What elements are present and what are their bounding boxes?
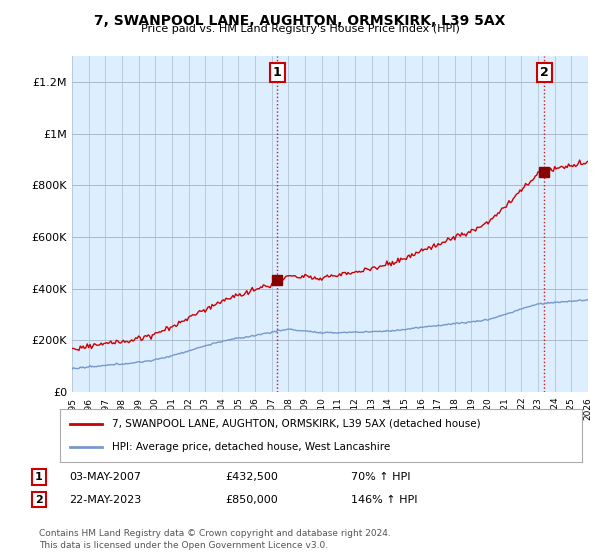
Text: 2: 2 [35, 494, 43, 505]
Text: HPI: Average price, detached house, West Lancashire: HPI: Average price, detached house, West… [112, 442, 391, 452]
Text: 146% ↑ HPI: 146% ↑ HPI [351, 494, 418, 505]
Text: 1: 1 [273, 66, 281, 79]
Text: 7, SWANPOOL LANE, AUGHTON, ORMSKIRK, L39 5AX (detached house): 7, SWANPOOL LANE, AUGHTON, ORMSKIRK, L39… [112, 419, 481, 429]
Text: 03-MAY-2007: 03-MAY-2007 [69, 472, 141, 482]
Text: Contains HM Land Registry data © Crown copyright and database right 2024.
This d: Contains HM Land Registry data © Crown c… [39, 529, 391, 550]
Text: Price paid vs. HM Land Registry's House Price Index (HPI): Price paid vs. HM Land Registry's House … [140, 24, 460, 34]
Text: £432,500: £432,500 [225, 472, 278, 482]
Text: 7, SWANPOOL LANE, AUGHTON, ORMSKIRK, L39 5AX: 7, SWANPOOL LANE, AUGHTON, ORMSKIRK, L39… [94, 14, 506, 28]
Text: 2: 2 [540, 66, 548, 79]
Text: 22-MAY-2023: 22-MAY-2023 [69, 494, 141, 505]
Text: £850,000: £850,000 [225, 494, 278, 505]
Text: 1: 1 [35, 472, 43, 482]
Text: 70% ↑ HPI: 70% ↑ HPI [351, 472, 410, 482]
